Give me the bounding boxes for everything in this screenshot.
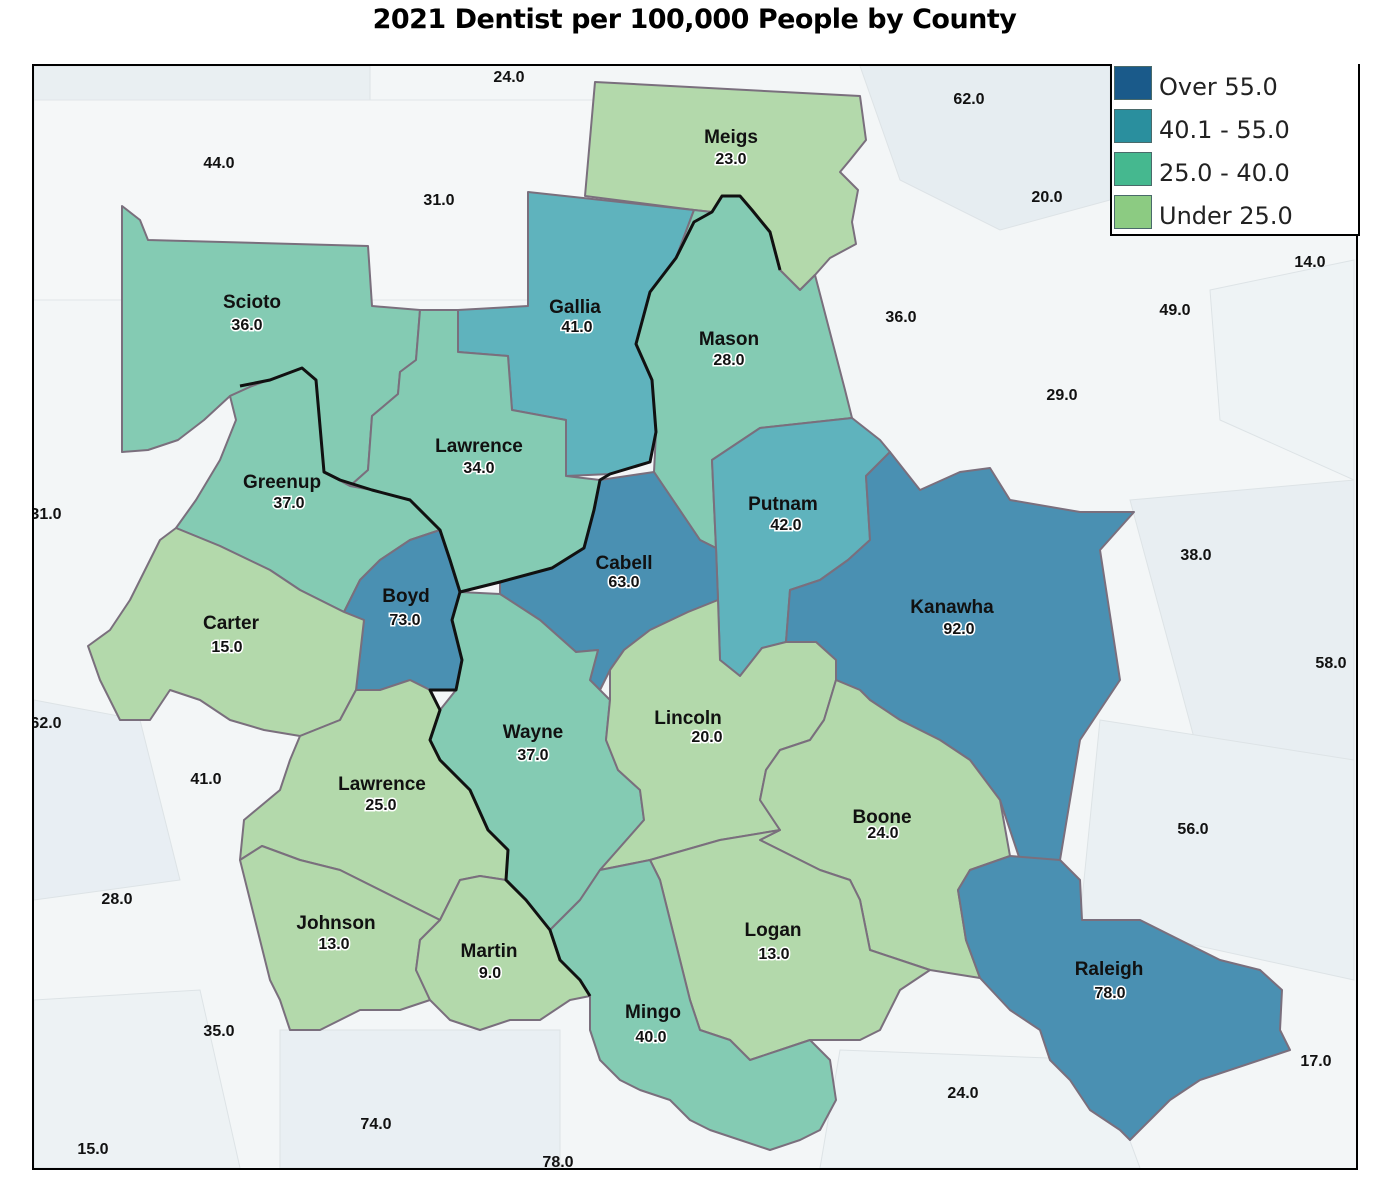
label-mason-value: 28.0 — [713, 352, 744, 369]
label-lawrence-oh-value: 34.0 — [463, 460, 494, 477]
label-mingo-name: Mingo — [625, 1002, 681, 1023]
state-border-river — [239, 194, 782, 997]
outside-value: 58.0 — [1315, 655, 1346, 672]
outside-value: 29.0 — [1046, 387, 1077, 404]
outside-value: 36.0 — [885, 309, 916, 326]
label-putnam-value: 42.0 — [770, 517, 801, 534]
outside-value: 14.0 — [1294, 254, 1325, 271]
label-raleigh-value: 78.0 — [1094, 985, 1125, 1002]
label-lawrence-ky-value: 25.0 — [365, 797, 396, 814]
label-raleigh-name: Raleigh — [1075, 959, 1144, 980]
legend-label: Over 55.0 — [1159, 73, 1278, 101]
label-logan-value: 13.0 — [758, 946, 789, 963]
legend-item: 25.0 - 40.0 — [1114, 150, 1354, 190]
outside-value: 62.0 — [34, 715, 62, 732]
label-greenup-value: 37.0 — [273, 495, 304, 512]
legend-item: 40.1 - 55.0 — [1114, 107, 1354, 147]
outside-value: 44.0 — [203, 155, 234, 172]
label-lincoln-name: Lincoln — [654, 708, 722, 729]
outside-value: 56.0 — [1177, 821, 1208, 838]
outside-value: 28.0 — [101, 891, 132, 908]
map-title: 2021 Dentist per 100,000 People by Count… — [372, 4, 1017, 35]
outside-value: 74.0 — [360, 1116, 391, 1133]
county-carter[interactable] — [87, 527, 365, 737]
legend: Over 55.0 40.1 - 55.0 25.0 - 40.0 Under … — [1110, 64, 1360, 236]
legend-label: Under 25.0 — [1159, 202, 1293, 230]
label-gallia-value: 41.0 — [561, 319, 592, 336]
outside-value: 31.0 — [34, 506, 62, 523]
label-lawrence-oh-name: Lawrence — [435, 436, 523, 457]
county-shapes — [87, 81, 1291, 1151]
label-logan-name: Logan — [745, 920, 802, 941]
legend-item: Under 25.0 — [1114, 193, 1354, 233]
county-johnson[interactable] — [239, 845, 441, 1031]
legend-item: Over 55.0 — [1114, 64, 1354, 104]
label-kanawha-value: 92.0 — [943, 621, 974, 638]
label-putnam-name: Putnam — [748, 494, 818, 515]
label-carter-name: Carter — [203, 613, 260, 634]
outside-county-values: 24.0 62.0 44.0 31.0 20.0 14.0 36.0 49.0 … — [34, 69, 1347, 1168]
outside-value: 62.0 — [953, 91, 984, 108]
legend-swatch — [1114, 195, 1152, 229]
label-mingo-value: 40.0 — [635, 1029, 666, 1046]
label-martin-name: Martin — [461, 941, 518, 962]
outside-value: 78.0 — [542, 1154, 573, 1168]
legend-swatch — [1114, 152, 1152, 186]
label-boyd-name: Boyd — [382, 586, 430, 607]
outside-value: 41.0 — [190, 771, 221, 788]
outside-value: 17.0 — [1300, 1053, 1331, 1070]
outside-value: 15.0 — [77, 1141, 108, 1158]
outside-value: 24.0 — [493, 69, 524, 86]
legend-label: 25.0 - 40.0 — [1159, 159, 1290, 187]
outside-value: 31.0 — [423, 192, 454, 209]
label-lawrence-ky-name: Lawrence — [338, 774, 426, 795]
label-meigs-name: Meigs — [704, 127, 758, 148]
legend-swatch — [1114, 66, 1152, 100]
label-kanawha-name: Kanawha — [910, 597, 994, 618]
label-johnson-name: Johnson — [296, 913, 375, 934]
label-scioto-value: 36.0 — [231, 317, 262, 334]
map-area: Meigs 23.0 Scioto 36.0 Gallia 41.0 Mason… — [32, 64, 1358, 1170]
label-boone-name: Boone — [852, 807, 911, 828]
outside-value: 49.0 — [1159, 302, 1190, 319]
label-wayne-name: Wayne — [503, 722, 564, 743]
county-raleigh[interactable] — [957, 855, 1291, 1141]
county-mingo[interactable] — [549, 859, 837, 1151]
outside-value: 38.0 — [1180, 547, 1211, 564]
label-johnson-value: 13.0 — [318, 936, 349, 953]
county-map: Meigs 23.0 Scioto 36.0 Gallia 41.0 Mason… — [34, 66, 1355, 1168]
outer-region-shading — [34, 66, 1355, 1168]
label-meigs-value: 23.0 — [715, 151, 746, 168]
legend-swatch — [1114, 109, 1152, 143]
label-mason-name: Mason — [699, 329, 759, 350]
outside-value: 35.0 — [203, 1023, 234, 1040]
label-cabell-name: Cabell — [595, 553, 652, 574]
legend-label: 40.1 - 55.0 — [1159, 116, 1290, 144]
label-martin-value: 9.0 — [479, 965, 501, 982]
label-cabell-value: 63.0 — [608, 574, 639, 591]
label-boone-value: 24.0 — [867, 825, 898, 842]
label-gallia-name: Gallia — [549, 297, 601, 318]
label-scioto-name: Scioto — [223, 292, 281, 313]
label-wayne-value: 37.0 — [517, 747, 548, 764]
label-lincoln-value: 20.0 — [691, 729, 722, 746]
county-labels: Meigs 23.0 Scioto 36.0 Gallia 41.0 Mason… — [203, 127, 1144, 1048]
outside-value: 20.0 — [1031, 189, 1062, 206]
label-greenup-name: Greenup — [243, 472, 321, 493]
label-boyd-value: 73.0 — [389, 612, 420, 629]
label-carter-value: 15.0 — [211, 639, 242, 656]
outside-value: 24.0 — [947, 1085, 978, 1102]
